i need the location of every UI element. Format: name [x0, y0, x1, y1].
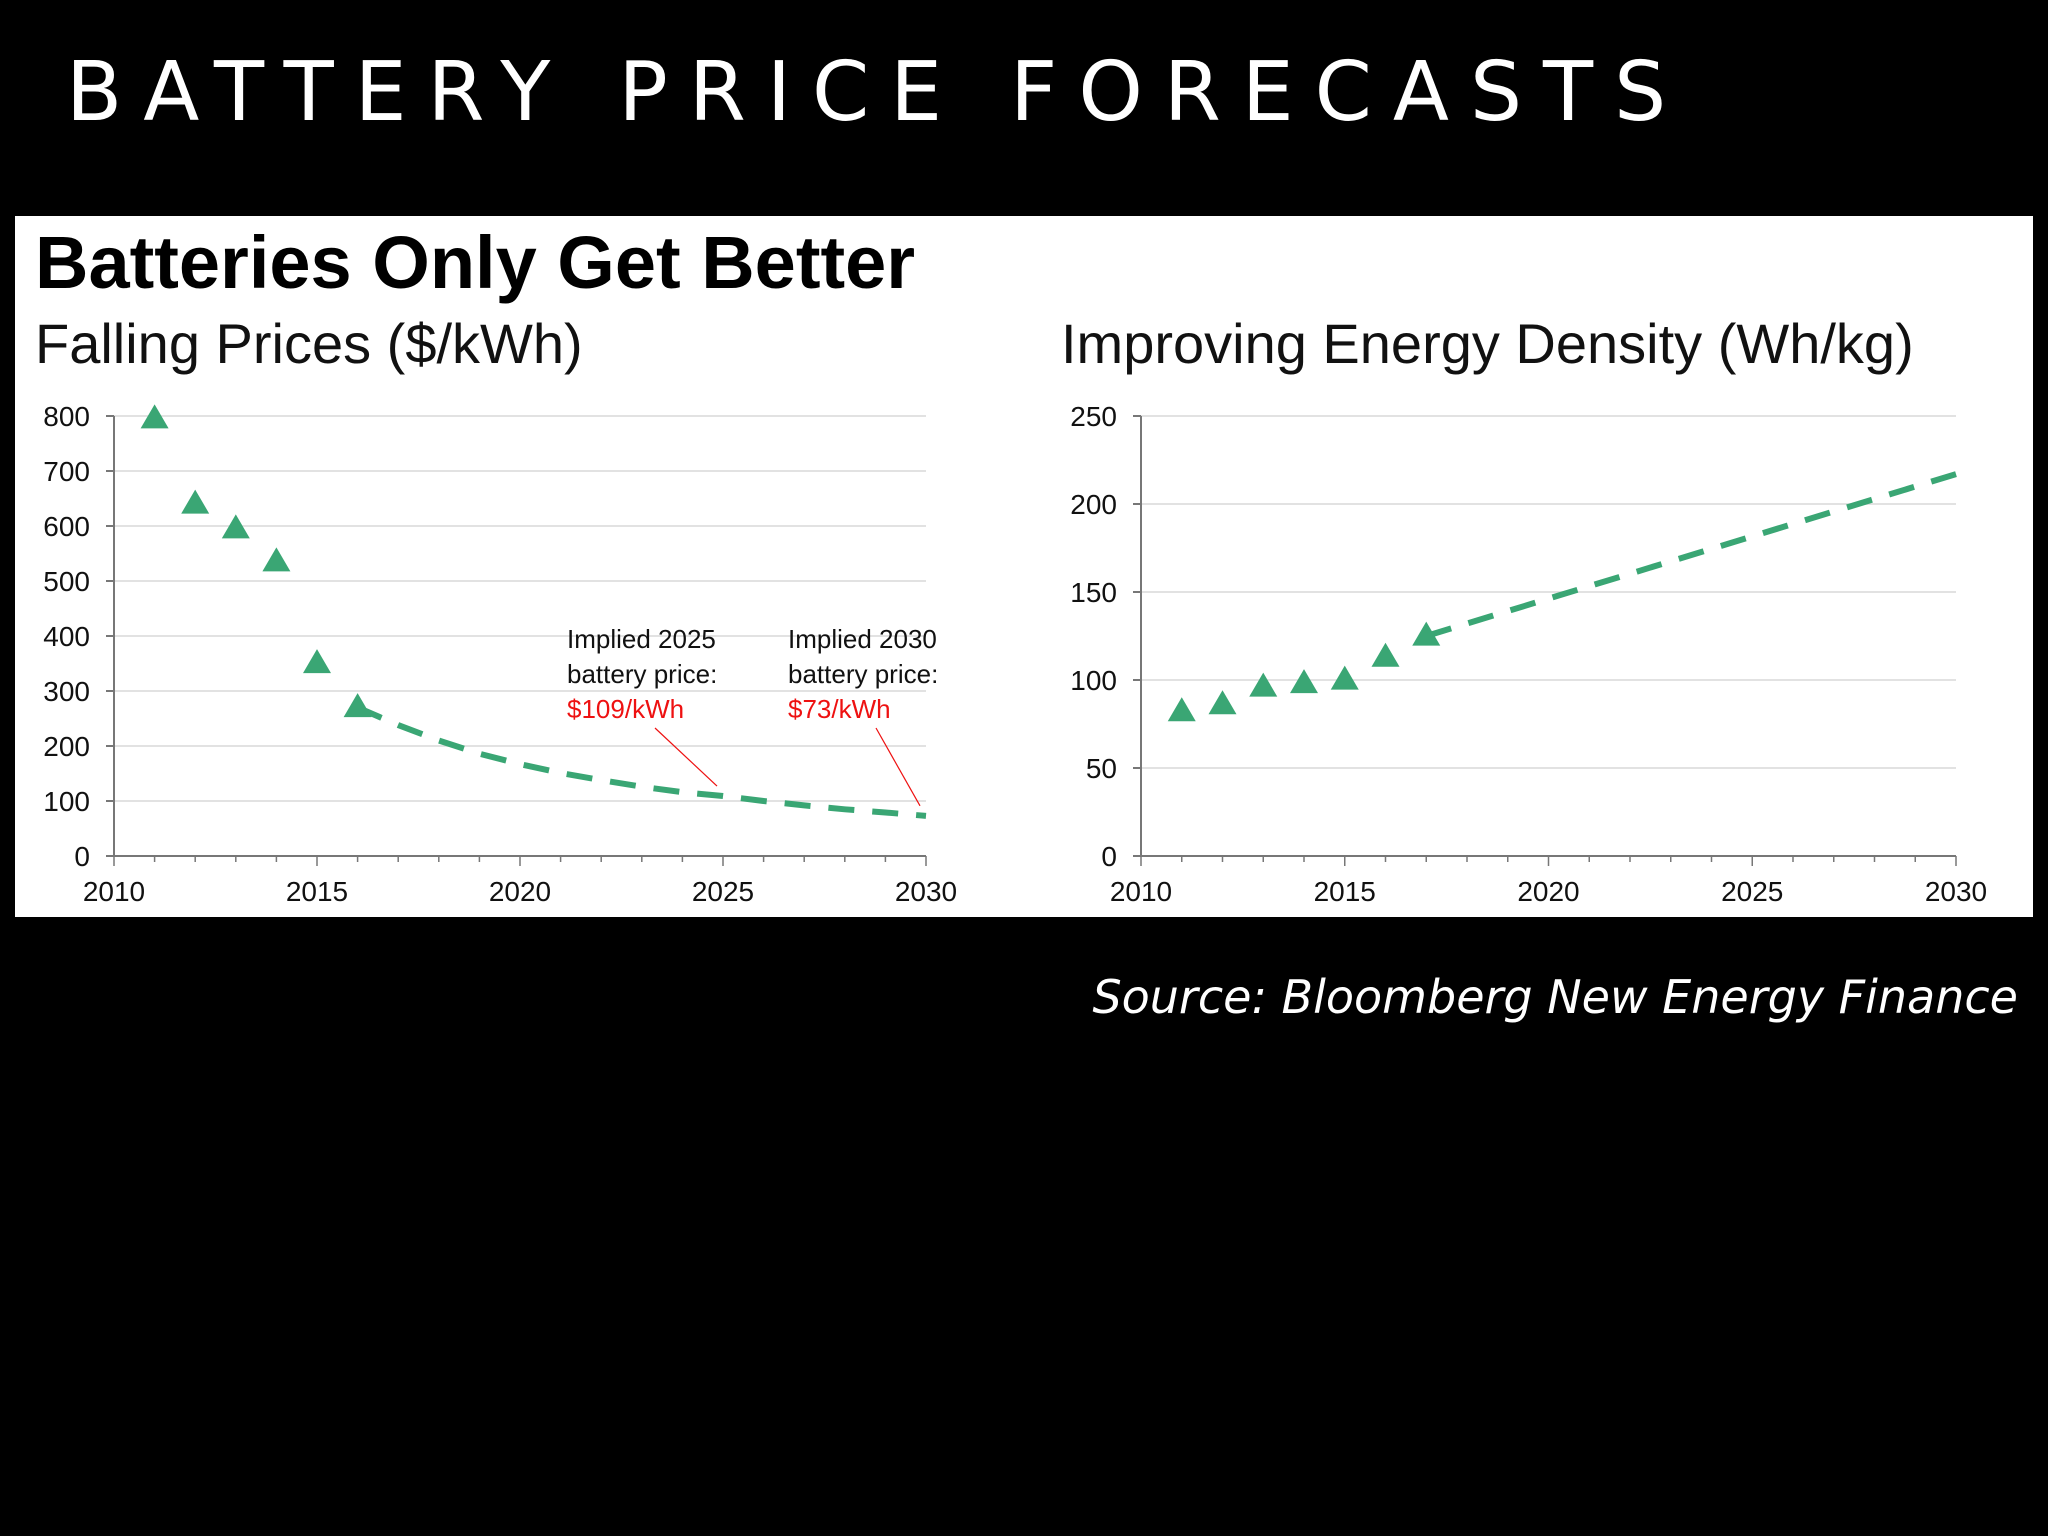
density-y-tick-label: 0 — [1101, 841, 1117, 872]
density-data-point — [1371, 642, 1400, 667]
slide-title: BATTERY PRICE FORECASTS — [66, 45, 1688, 140]
price-data-point — [343, 693, 372, 718]
price-y-tick-label: 600 — [43, 511, 90, 542]
density-data-point — [1290, 669, 1318, 694]
price-x-tick-label: 2020 — [489, 876, 551, 907]
price-projection-line — [356, 704, 927, 819]
price-annotation: Implied 2030 battery price: $73/kWh — [788, 624, 938, 807]
price-y-tick-label: 800 — [43, 401, 90, 432]
density-data-point — [1330, 665, 1359, 690]
price-data-point — [181, 489, 210, 514]
price-y-tick-label: 500 — [43, 566, 90, 597]
price-x-tick-label: 2030 — [895, 876, 957, 907]
annotation-leader-line — [654, 727, 718, 787]
price-y-tick-label: 400 — [43, 621, 90, 652]
density-x-tick-label: 2025 — [1721, 876, 1783, 907]
price-y-tick-label: 300 — [43, 676, 90, 707]
density-chart-title: Improving Energy Density (Wh/kg) — [1061, 312, 1914, 375]
density-y-tick-label: 100 — [1070, 665, 1117, 696]
source-note: Source: Bloomberg New Energy Finance — [1092, 970, 2018, 1024]
density-y-tick-label: 150 — [1070, 577, 1117, 608]
price-annotation: Implied 2025 battery price: $109/kWh — [567, 624, 718, 787]
density-chart: 0 50 100 150 200 250 2010 2015 2020 2025 2030 — [1070, 401, 1987, 907]
price-x-tick-label: 2015 — [286, 876, 348, 907]
price-y-tick-label: 100 — [43, 786, 90, 817]
price-data-point — [303, 649, 331, 674]
annotation-leader-line — [875, 727, 921, 807]
price-data-point — [262, 547, 291, 572]
density-projection-line — [1425, 471, 1957, 639]
price-chart-title: Falling Prices ($/kWh) — [35, 312, 583, 375]
density-data-point — [1249, 672, 1278, 697]
density-data-point — [1208, 690, 1237, 715]
density-data-point — [1167, 697, 1196, 722]
annotation-value: $109/kWh — [567, 694, 684, 724]
chart-panel: Batteries Only Get Better Falling Prices… — [15, 216, 2033, 917]
density-y-tick-label: 50 — [1086, 753, 1117, 784]
price-x-tick-label: 2025 — [692, 876, 754, 907]
density-y-tick-label: 250 — [1070, 401, 1117, 432]
density-x-tick-label: 2020 — [1517, 876, 1579, 907]
price-data-point — [221, 514, 250, 539]
annotation-line1: Implied 2025 — [567, 624, 716, 654]
density-x-tick-label: 2030 — [1925, 876, 1987, 907]
price-y-tick-label: 700 — [43, 456, 90, 487]
annotation-line2: battery price: — [567, 659, 717, 689]
price-y-tick-label: 0 — [74, 841, 90, 872]
price-chart: 0 100 200 300 400 500 600 700 800 2010 2015 2020 202… — [43, 401, 957, 907]
density-y-tick-label: 200 — [1070, 489, 1117, 520]
annotation-value: $73/kWh — [788, 694, 891, 724]
price-y-tick-label: 200 — [43, 731, 90, 762]
price-x-tick-label: 2010 — [83, 876, 145, 907]
density-data-point — [1412, 621, 1441, 646]
density-x-tick-label: 2010 — [1110, 876, 1172, 907]
annotation-line2: battery price: — [788, 659, 938, 689]
panel-title: Batteries Only Get Better — [35, 221, 916, 304]
price-data-point — [140, 404, 169, 429]
annotation-line1: Implied 2030 — [788, 624, 937, 654]
density-x-tick-label: 2015 — [1314, 876, 1376, 907]
